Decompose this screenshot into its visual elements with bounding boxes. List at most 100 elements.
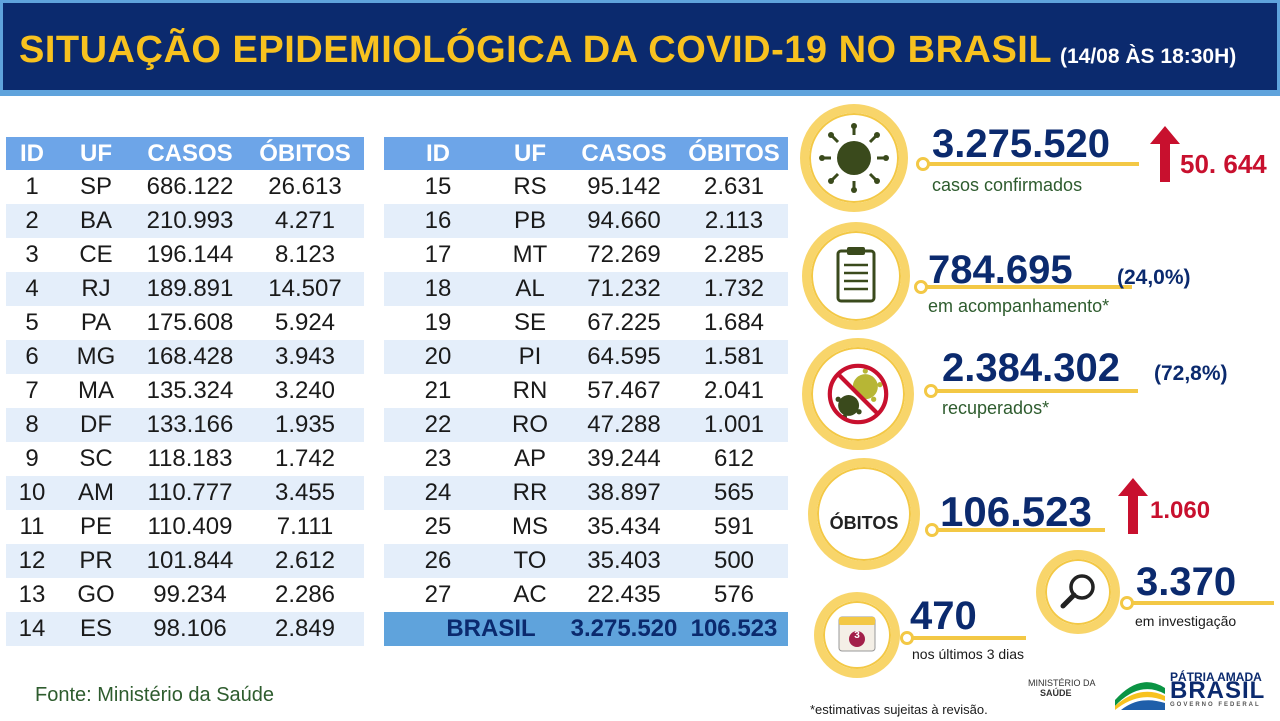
deaths-underline [937,528,1105,532]
row-uf: RO [492,408,568,442]
row-uf: RJ [58,272,134,306]
row-uf: MG [58,340,134,374]
header-banner: SITUAÇÃO EPIDEMIOLÓGICA DA COVID-19 NO B… [0,0,1280,96]
source-note: Fonte: Ministério da Saúde [35,684,275,706]
row-id: 27 [384,578,492,612]
row-obitos: 4.271 [246,204,364,238]
last3days-underline [912,636,1026,640]
row-casos: 196.144 [134,238,246,272]
table-row: 2 BA 210.993 4.271 [6,204,364,238]
col-casos: CASOS [568,137,680,170]
table-row: 8 DF 133.166 1.935 [6,408,364,442]
table-row: 25 MS 35.434 591 [384,510,788,544]
brasil-text: BRASIL [1170,677,1266,704]
row-id: 19 [384,306,492,340]
row-obitos: 2.285 [680,238,788,272]
row-casos: 71.232 [568,272,680,306]
row-id: 22 [384,408,492,442]
row-uf: SC [58,442,134,476]
row-uf: TO [492,544,568,578]
confirmed-label: casos confirmados [932,175,1083,195]
row-obitos: 612 [680,442,788,476]
row-id: 3 [6,238,58,272]
investigation-value: 3.370 [1136,560,1237,604]
row-obitos: 500 [680,544,788,578]
row-casos: 39.244 [568,442,680,476]
row-obitos: 1.742 [246,442,364,476]
table-row: 13 GO 99.234 2.286 [6,578,364,612]
table-row: 16 PB 94.660 2.113 [384,204,788,238]
row-casos: 67.225 [568,306,680,340]
row-uf: AP [492,442,568,476]
table-row: 27 AC 22.435 576 [384,578,788,612]
row-id: 24 [384,476,492,510]
row-casos: 99.234 [134,578,246,612]
row-uf: PB [492,204,568,238]
row-obitos: 3.455 [246,476,364,510]
row-obitos: 1.732 [680,272,788,306]
states-table-right: ID UF CASOS ÓBITOS 15 RS 95.142 2.631 16 PB 94… [384,137,788,646]
row-obitos: 2.041 [680,374,788,408]
deaths-circle-label: ÓBITOS [829,513,899,533]
table-row: 24 RR 38.897 565 [384,476,788,510]
row-id: 21 [384,374,492,408]
connector-dot [900,631,914,645]
last3days-label: nos últimos 3 dias [912,646,1025,662]
row-id: 2 [6,204,58,238]
total-label: BRASIL [384,612,568,646]
monitoring-underline [926,285,1132,289]
calendar-number: 3 [854,630,860,641]
row-id: 12 [6,544,58,578]
table-row: 15 RS 95.142 2.631 [384,170,788,204]
row-obitos: 1.581 [680,340,788,374]
row-casos: 210.993 [134,204,246,238]
row-uf: PI [492,340,568,374]
row-id: 14 [6,612,58,646]
monitoring-value: 784.695 [928,248,1073,292]
row-uf: PR [58,544,134,578]
row-obitos: 8.123 [246,238,364,272]
page-title: SITUAÇÃO EPIDEMIOLÓGICA DA COVID-19 NO B… [19,29,1053,71]
connector-dot [925,523,939,537]
ministerio-line1: MINISTÉRIO DA [1028,678,1096,688]
row-obitos: 2.849 [246,612,364,646]
row-id: 6 [6,340,58,374]
row-id: 15 [384,170,492,204]
row-uf: MS [492,510,568,544]
brasil-flag-icon [1115,682,1165,710]
magnifier-circle [1036,550,1120,634]
row-casos: 101.844 [134,544,246,578]
row-obitos: 2.631 [680,170,788,204]
row-uf: RR [492,476,568,510]
recovered-label: recuperados* [942,398,1050,418]
row-obitos: 5.924 [246,306,364,340]
col-obitos: ÓBITOS [680,137,788,170]
table-header-row: ID UF CASOS ÓBITOS [6,137,364,170]
row-id: 23 [384,442,492,476]
col-id: ID [384,137,492,170]
table-row: 3 CE 196.144 8.123 [6,238,364,272]
row-casos: 98.106 [134,612,246,646]
row-casos: 64.595 [568,340,680,374]
row-id: 11 [6,510,58,544]
total-obitos: 106.523 [680,612,788,646]
deaths-value: 106.523 [940,488,1092,535]
row-uf: RS [492,170,568,204]
row-obitos: 2.113 [680,204,788,238]
row-casos: 686.122 [134,170,246,204]
row-uf: SE [492,306,568,340]
table-row: 4 RJ 189.891 14.507 [6,272,364,306]
row-id: 9 [6,442,58,476]
row-casos: 189.891 [134,272,246,306]
last3days-value: 470 [910,594,977,638]
row-uf: PE [58,510,134,544]
col-casos: CASOS [134,137,246,170]
row-uf: ES [58,612,134,646]
row-id: 20 [384,340,492,374]
arrow-up-icon [1150,126,1180,182]
row-casos: 38.897 [568,476,680,510]
total-row: BRASIL 3.275.520 106.523 [384,612,788,646]
table-row: 18 AL 71.232 1.732 [384,272,788,306]
row-uf: SP [58,170,134,204]
row-uf: CE [58,238,134,272]
